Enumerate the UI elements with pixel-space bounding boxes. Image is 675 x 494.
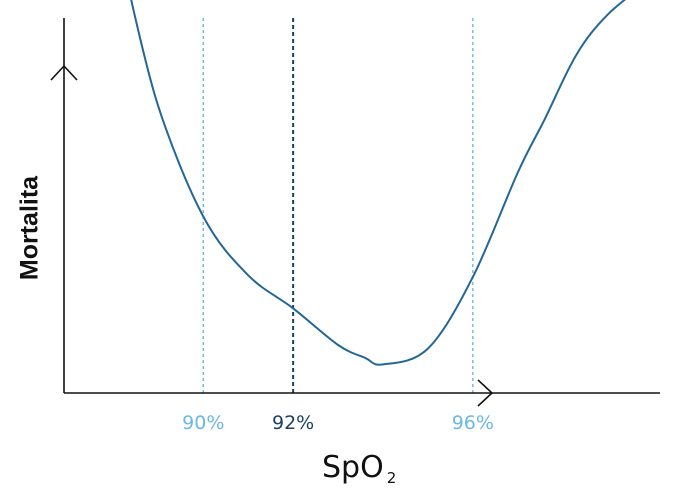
y-axis-arrow [50,64,78,81]
reference-label-92: 92% [272,412,314,434]
x-axis-label-text: SpO [322,450,384,485]
series [130,0,626,366]
reference-label-96: 96% [452,412,494,434]
reference-label-90: 90% [182,412,224,434]
axes [50,18,660,407]
reference-lines [202,18,474,393]
series-line-0 [130,0,626,366]
x-axis-label: SpO 2 [322,450,396,487]
x-axis-arrow [477,379,494,407]
reference-labels: 90% 92% 96% [182,412,494,434]
x-axis-label-subscript: 2 [386,469,397,487]
